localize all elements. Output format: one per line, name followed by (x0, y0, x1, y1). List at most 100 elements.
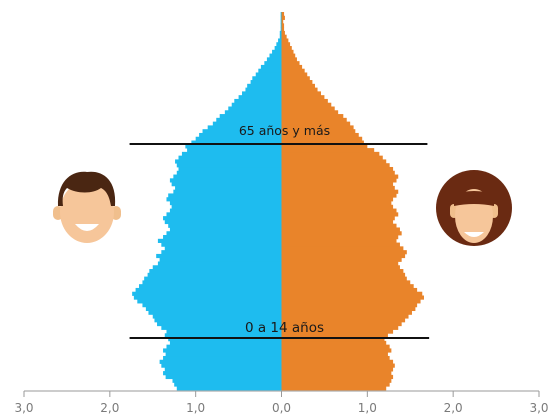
female-bar (281, 159, 387, 164)
male-bar (178, 166, 282, 172)
male-bar (260, 64, 282, 70)
female-bar (281, 53, 296, 58)
female-bar (281, 284, 414, 289)
female-bar (281, 166, 394, 172)
male-bar (166, 212, 282, 217)
female-bar (281, 144, 368, 149)
male-bar (157, 321, 282, 327)
female-bar (281, 182, 394, 187)
male-bar (242, 91, 282, 96)
age-group-label: 65 años y más (239, 123, 330, 138)
female-bar (281, 333, 388, 338)
male-bar (165, 352, 282, 357)
female-bar (281, 280, 411, 285)
male-bar (164, 333, 282, 338)
female-bar (281, 306, 416, 312)
female-bar (281, 87, 318, 92)
male-bar (166, 329, 282, 334)
woman-face-icon (436, 170, 512, 246)
male-bar (207, 125, 282, 130)
female-bar (281, 91, 321, 96)
female-bar (281, 174, 399, 179)
male-bar (149, 269, 282, 274)
male-bar (164, 219, 282, 225)
female-bar (281, 363, 395, 368)
female-bar (281, 227, 400, 232)
female-bar (281, 321, 402, 327)
male-series (132, 12, 282, 391)
male-bar (154, 318, 282, 323)
female-bar (281, 132, 359, 138)
x-tick-label: 0,0 (272, 401, 291, 415)
female-bar (281, 276, 407, 281)
female-bar (281, 318, 406, 323)
male-bar (171, 204, 282, 209)
female-bar (281, 257, 402, 262)
male-bar (163, 355, 282, 361)
female-bar (281, 382, 390, 387)
male-bar (164, 246, 282, 251)
male-bar (161, 363, 282, 368)
female-bar (281, 125, 354, 130)
female-bar (281, 219, 394, 225)
male-bar (234, 98, 282, 104)
female-bar (281, 340, 387, 346)
male-bar (137, 299, 282, 304)
man-face-icon (53, 171, 121, 243)
male-bar (165, 374, 282, 380)
female-bar (281, 19, 284, 24)
x-tick-label: 2,0 (100, 401, 119, 415)
female-bar (281, 114, 344, 119)
male-bar (202, 129, 282, 134)
female-bar (281, 121, 351, 126)
male-bar (252, 76, 282, 81)
female-bar (281, 295, 424, 300)
female-bar (281, 136, 363, 141)
female-bar (281, 261, 399, 266)
male-bar (147, 272, 282, 277)
male-bar (152, 314, 282, 319)
male-bar (228, 106, 282, 111)
female-bar (281, 68, 305, 73)
female-bar (281, 12, 285, 17)
x-tick-label: 3,0 (14, 401, 33, 415)
male-bar (199, 132, 282, 138)
male-bar (174, 382, 282, 387)
x-tick-label: 3,0 (529, 401, 548, 415)
female-bar (281, 117, 347, 123)
male-bar (169, 227, 282, 232)
male-bar (163, 216, 282, 221)
male-bar (163, 348, 282, 353)
female-bar (281, 250, 407, 255)
male-bar (135, 287, 282, 293)
male-bar (231, 102, 282, 107)
female-bar (281, 178, 397, 183)
male-bar (171, 182, 282, 187)
female-bar (281, 129, 356, 134)
female-bar (281, 72, 308, 77)
female-bar (281, 269, 404, 274)
female-series (281, 12, 424, 391)
female-bar (281, 314, 409, 319)
male-bar (280, 15, 282, 20)
female-bar (281, 371, 392, 376)
female-bar (281, 374, 394, 380)
male-bar (187, 148, 282, 153)
male-bar (280, 23, 282, 28)
female-bar (281, 155, 383, 160)
female-bar (281, 95, 325, 100)
female-bar (281, 253, 406, 259)
male-bar (279, 30, 282, 36)
female-bar (281, 359, 394, 364)
male-bar (280, 19, 282, 24)
female-bar (281, 151, 380, 157)
male-bar (276, 42, 282, 47)
female-bar (281, 378, 392, 383)
female-bar (281, 46, 292, 51)
female-bar (281, 76, 310, 81)
male-bar (185, 144, 282, 149)
female-bar (281, 189, 399, 194)
female-bar (281, 348, 392, 353)
male-bar (142, 280, 282, 285)
male-bar (159, 257, 282, 262)
